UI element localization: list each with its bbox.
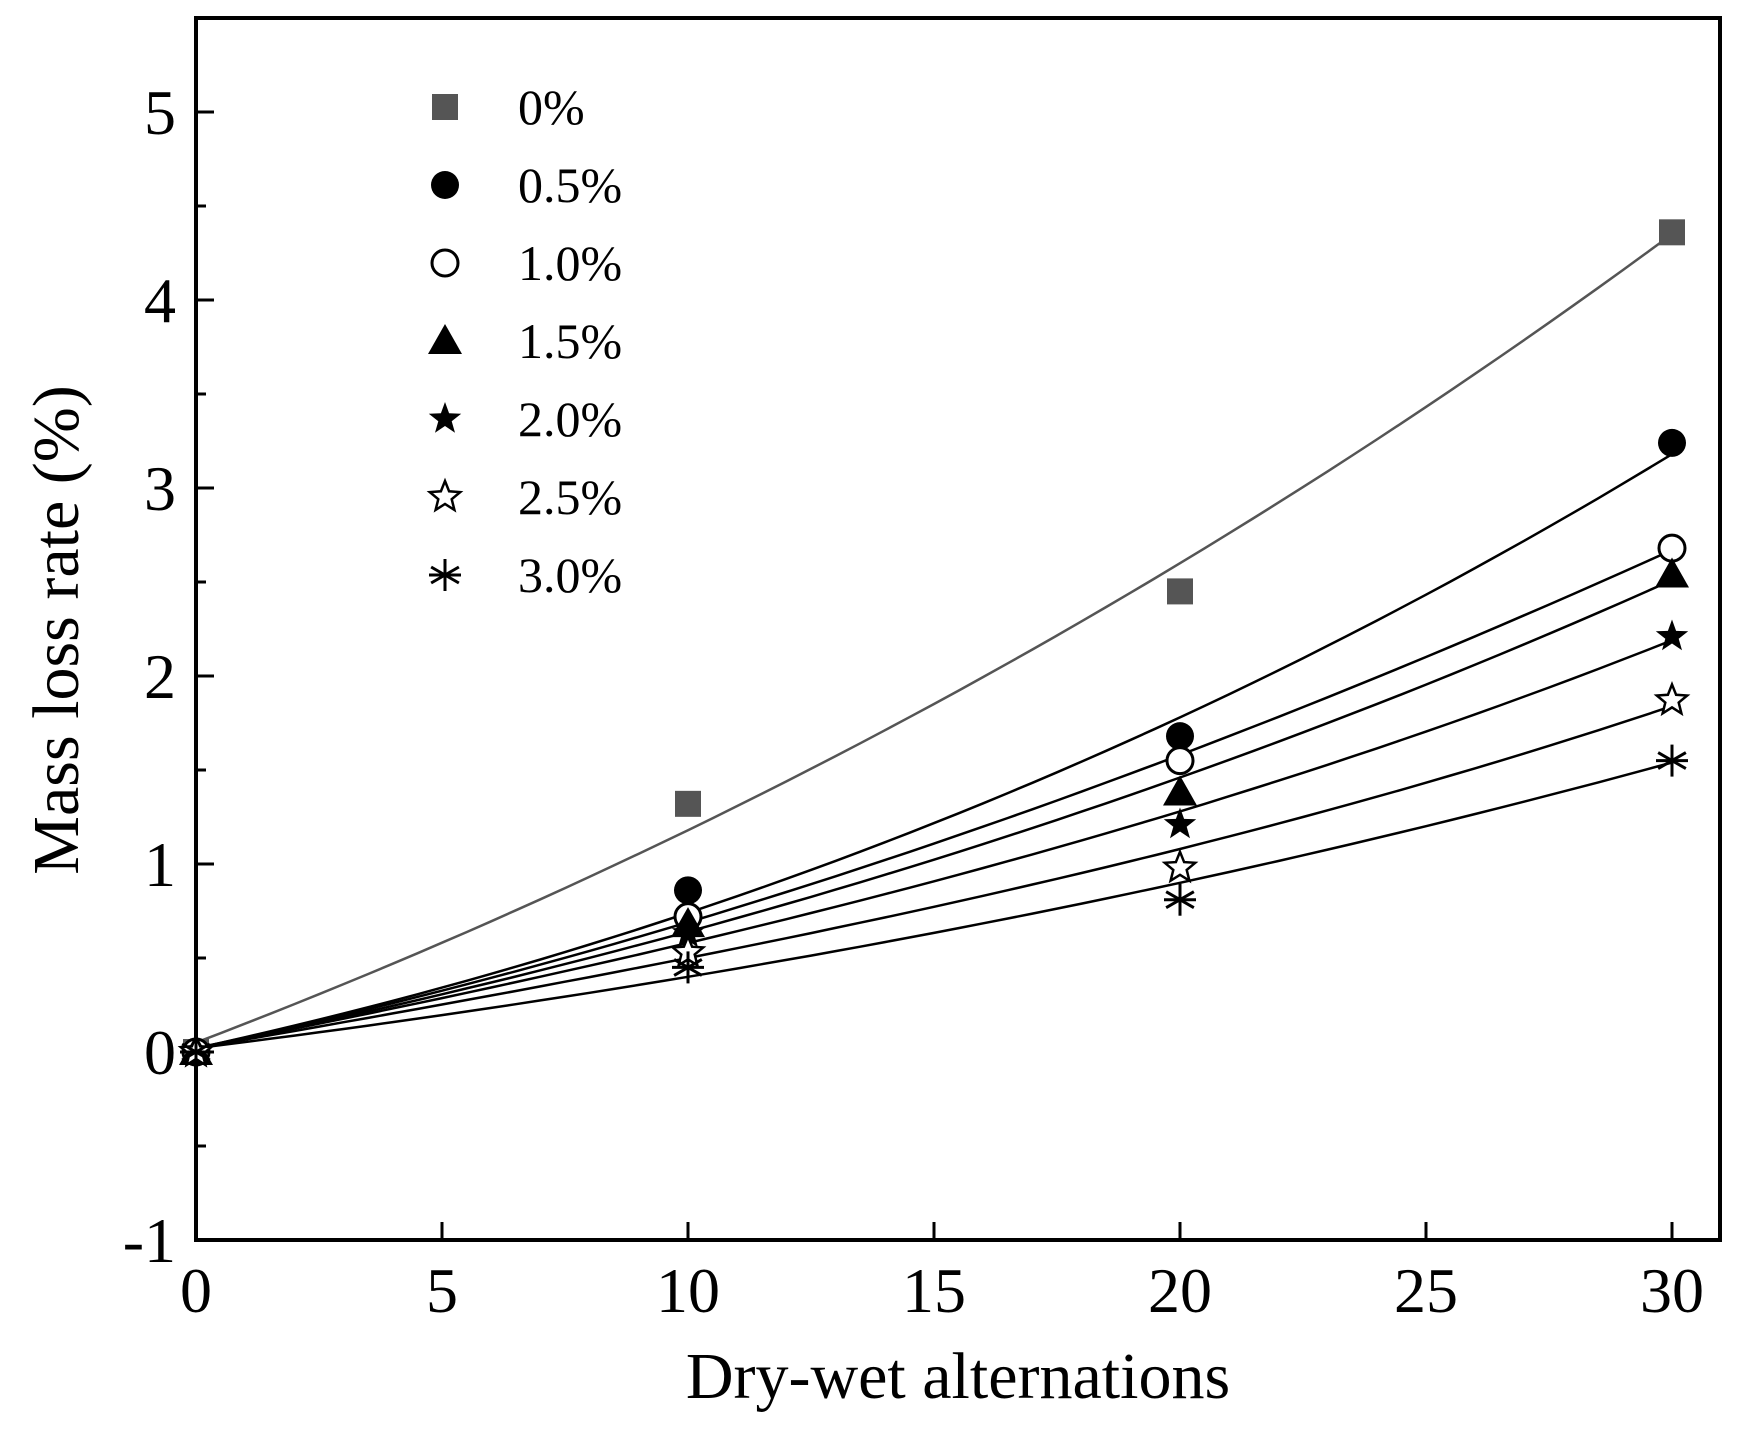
data-point-0p5pct <box>1166 722 1194 751</box>
legend-label: 1.5% <box>518 313 622 369</box>
y-tick-label: -1 <box>123 1205 176 1276</box>
fit-line-0p5pct <box>195 453 1673 1050</box>
y-tick-label: 5 <box>144 77 176 148</box>
data-point-0p5pct <box>1658 428 1686 457</box>
y-tick-label: 1 <box>144 829 176 900</box>
y-tick-label: 4 <box>144 265 176 336</box>
y-axis-title: Mass loss rate (%) <box>20 385 93 874</box>
legend-item-0p5pct: 0.5% <box>431 157 622 213</box>
data-point-2p0pct <box>1655 619 1689 651</box>
legend-marker-2p0pct <box>428 402 462 433</box>
legend: 0% 0.5% 1.0% 1.5% 2.0% 2.5% 3.0% <box>426 79 622 603</box>
x-tick-label: 30 <box>1640 1255 1704 1326</box>
data-point-0pct <box>1659 219 1685 246</box>
legend-marker-0p5pct <box>431 171 459 199</box>
x-tick-label: 10 <box>656 1255 720 1326</box>
data-point-3p0pct <box>1656 744 1688 777</box>
legend-marker-1p0pct <box>430 248 460 278</box>
legend-label: 0% <box>518 79 585 135</box>
data-points <box>177 219 1691 1068</box>
x-tick-label: 15 <box>902 1255 966 1326</box>
data-point-2p5pct <box>1653 680 1691 717</box>
legend-label: 1.0% <box>518 235 622 291</box>
fit-line-2p0pct <box>195 639 1673 1050</box>
legend-item-1p0pct: 1.0% <box>430 235 622 291</box>
data-point-2p0pct <box>671 916 705 948</box>
x-tick-label: 5 <box>426 1255 458 1326</box>
data-point-1p5pct <box>1655 557 1689 588</box>
legend-item-0pct: 0% <box>432 79 585 135</box>
legend-label: 3.0% <box>518 547 622 603</box>
x-tick-label: 20 <box>1148 1255 1212 1326</box>
data-point-1p5pct <box>1163 775 1197 806</box>
fit-line-1p5pct <box>195 578 1673 1050</box>
data-point-2p5pct <box>1161 848 1199 884</box>
x-tick-label: 25 <box>1394 1255 1458 1326</box>
legend-item-2p0pct: 2.0% <box>428 391 622 447</box>
fit-curves <box>195 233 1673 1050</box>
fit-line-1p0pct <box>195 548 1673 1050</box>
x-tick-label: 0 <box>180 1255 212 1326</box>
legend-item-1p5pct: 1.5% <box>428 313 622 369</box>
legend-marker-3p0pct <box>429 559 461 591</box>
y-tick-label: 2 <box>144 641 176 712</box>
data-point-0pct <box>675 790 701 817</box>
x-axis-title: Dry-wet alternations <box>686 1340 1230 1413</box>
legend-label: 2.5% <box>518 469 622 525</box>
legend-marker-0pct <box>432 94 458 120</box>
data-point-0p5pct <box>674 876 702 905</box>
y-tick-label: 3 <box>144 453 176 524</box>
fit-line-3p0pct <box>195 761 1673 1050</box>
fit-line-2p5pct <box>195 704 1673 1050</box>
legend-item-3p0pct: 3.0% <box>429 547 622 603</box>
data-point-3p0pct <box>1164 883 1196 916</box>
data-point-3p0pct <box>672 951 704 984</box>
data-point-1p0pct <box>1165 746 1195 776</box>
legend-label: 2.0% <box>518 391 622 447</box>
data-point-3p0pct <box>180 1036 212 1068</box>
legend-label: 0.5% <box>518 157 622 213</box>
fit-line-0pct <box>195 233 1673 1044</box>
legend-marker-1p5pct <box>428 324 462 354</box>
data-point-1p0pct <box>1657 533 1687 563</box>
data-point-0pct <box>1167 578 1193 605</box>
legend-item-2p5pct: 2.5% <box>426 469 622 525</box>
plot-frame <box>194 16 1722 1242</box>
data-point-2p0pct <box>1163 807 1197 839</box>
legend-marker-2p5pct <box>426 477 464 513</box>
y-tick-label: 0 <box>144 1017 176 1088</box>
